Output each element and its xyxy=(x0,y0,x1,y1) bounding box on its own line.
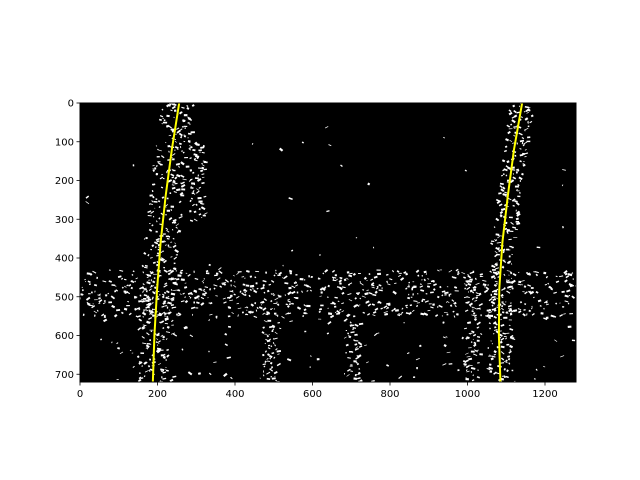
y-tick-label: 500 xyxy=(55,292,74,303)
x-tick-label: 0 xyxy=(77,389,83,400)
y-tick-label: 700 xyxy=(55,370,74,381)
y-tick-label: 100 xyxy=(55,137,74,148)
x-axis: 0 200 400 600 800 1000 1200 xyxy=(77,382,558,400)
y-tick-label: 300 xyxy=(55,215,74,226)
x-tick-label: 400 xyxy=(225,389,244,400)
x-tick-label: 1200 xyxy=(532,389,557,400)
x-tick-label: 1000 xyxy=(455,389,480,400)
x-tick-label: 600 xyxy=(303,389,322,400)
y-tick-label: 200 xyxy=(55,176,74,187)
plot-area xyxy=(79,102,577,383)
lane-fit-line-left xyxy=(151,102,181,383)
y-tick-label: 400 xyxy=(55,254,74,265)
x-tick-label: 800 xyxy=(380,389,399,400)
lane-fit-line-right xyxy=(497,102,524,383)
y-axis: 0 100 200 300 400 500 600 700 xyxy=(55,99,80,381)
y-tick-label: 0 xyxy=(68,99,74,110)
plot-frame xyxy=(79,102,577,383)
y-tick-label: 600 xyxy=(55,331,74,342)
x-tick-label: 200 xyxy=(148,389,167,400)
lane-pixel-noise xyxy=(80,103,576,382)
